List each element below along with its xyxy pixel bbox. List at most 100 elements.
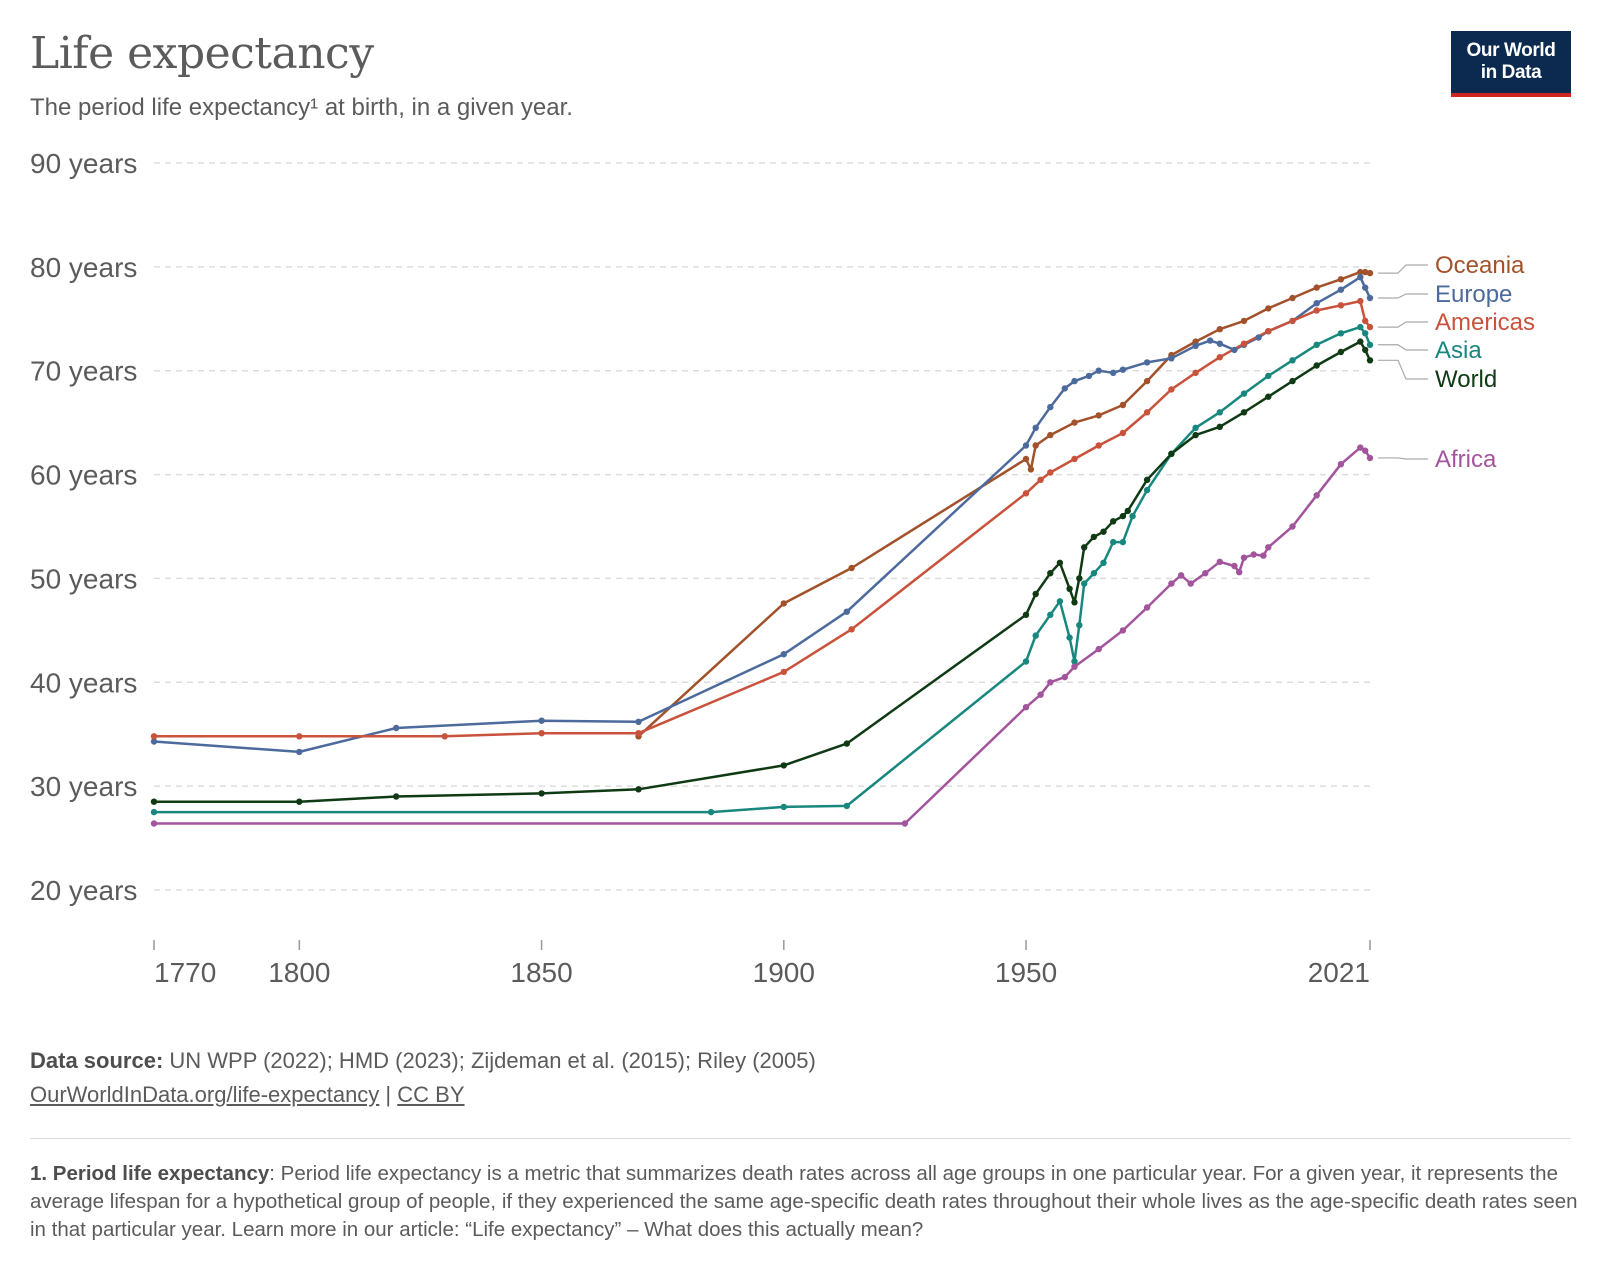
world-point	[780, 762, 787, 769]
source-link[interactable]: OurWorldInData.org/life-expectancy	[30, 1082, 380, 1107]
asia-point	[1366, 341, 1374, 348]
europe-point	[1071, 377, 1078, 385]
asia-point	[1090, 570, 1098, 577]
x-axis: 1770 1800 1850 1900 1950 2021	[153, 940, 1371, 988]
africa-point	[1231, 562, 1238, 570]
oceania-line[interactable]	[637, 270, 1371, 738]
world-label-connector	[1378, 359, 1428, 380]
africa-point	[1047, 679, 1054, 686]
europe-point	[1255, 334, 1262, 341]
world-point	[1056, 559, 1064, 566]
world-point	[393, 793, 400, 800]
africa-point	[1095, 645, 1102, 653]
series-lines	[153, 270, 1372, 825]
africa-point	[150, 820, 158, 827]
world-point	[538, 790, 545, 797]
oceania-point	[780, 600, 787, 607]
europe-point	[393, 724, 400, 732]
europe-point	[1313, 300, 1320, 307]
license-link[interactable]: CC BY	[397, 1082, 465, 1107]
series-points	[150, 268, 1374, 827]
world-point	[1032, 590, 1039, 598]
world-point	[1289, 377, 1296, 385]
world-point	[1357, 338, 1364, 345]
asia-point	[707, 808, 715, 816]
x-tick-label: 1950	[995, 957, 1057, 988]
americas-point	[635, 730, 642, 737]
world-point	[296, 798, 303, 805]
asia-point	[1047, 611, 1054, 618]
oceania-point	[1313, 284, 1320, 291]
oceania-point	[1119, 401, 1127, 409]
oceania-point	[1366, 269, 1374, 277]
africa-point	[1357, 444, 1364, 451]
world-point	[635, 786, 642, 793]
asia-point	[1081, 580, 1088, 587]
x-tick-label: 2021	[1308, 957, 1370, 988]
americas-point	[1366, 323, 1374, 331]
y-tick-label: 50 years	[30, 563, 137, 594]
europe-point	[780, 651, 787, 658]
europe-point	[1047, 403, 1054, 411]
asia-point	[1313, 341, 1320, 348]
europe-point	[1357, 274, 1364, 281]
world-point	[150, 798, 158, 805]
americas-line[interactable]	[154, 299, 1371, 738]
world-point	[1168, 450, 1175, 457]
oceania-point	[1265, 305, 1272, 312]
world-line[interactable]	[154, 340, 1372, 803]
source-label: Data source:	[30, 1048, 164, 1073]
asia-point	[1071, 658, 1078, 665]
oceania-point	[1071, 419, 1078, 426]
americas-label[interactable]: Americas	[1435, 309, 1535, 336]
africa-line[interactable]	[154, 446, 1372, 825]
africa-label[interactable]: Africa	[1435, 446, 1497, 473]
x-tick-label: 1800	[268, 957, 330, 988]
americas-point	[1022, 490, 1030, 497]
asia-point	[1129, 512, 1136, 520]
owid-logo[interactable]: Our World in Data	[1451, 31, 1571, 97]
asia-point	[1357, 323, 1364, 331]
asia-point	[1192, 424, 1199, 431]
americas-point	[780, 668, 787, 676]
y-tick-label: 90 years	[30, 148, 137, 179]
asia-point	[1066, 634, 1073, 641]
x-tick-label: 1770	[154, 957, 216, 988]
asia-label[interactable]: Asia	[1435, 337, 1482, 364]
africa-point	[1143, 604, 1151, 611]
americas-point	[1289, 317, 1296, 325]
europe-point	[1085, 372, 1093, 380]
asia-label-connector	[1378, 344, 1428, 351]
asia-point	[1032, 632, 1039, 639]
world-point	[1313, 362, 1320, 369]
europe-point	[1231, 346, 1238, 354]
oceania-label[interactable]: Oceania	[1435, 252, 1525, 279]
europe-point	[296, 748, 303, 756]
y-axis-labels: 20 years 30 years 40 years 50 years 60 years…	[30, 148, 137, 906]
americas-point	[538, 730, 545, 737]
europe-point	[1362, 284, 1369, 291]
europe-point	[1110, 369, 1117, 376]
europe-label[interactable]: Europe	[1435, 281, 1512, 308]
asia-line[interactable]	[154, 325, 1372, 814]
world-point	[1366, 357, 1374, 364]
africa-point	[1037, 691, 1044, 698]
oceania-point	[848, 564, 855, 572]
europe-label-connector	[1378, 293, 1428, 299]
americas-point	[1313, 307, 1320, 314]
europe-point	[538, 717, 545, 724]
europe-point	[1032, 424, 1039, 431]
africa-point	[1202, 570, 1209, 577]
data-source: Data source: UN WPP (2022); HMD (2023); …	[30, 1044, 816, 1112]
world-label[interactable]: World	[1435, 366, 1497, 393]
y-tick-label: 40 years	[30, 667, 137, 698]
europe-point	[1095, 367, 1102, 374]
oceania-point	[1216, 326, 1224, 333]
asia-point	[150, 808, 158, 816]
asia-point	[1240, 390, 1248, 397]
world-point	[1124, 507, 1132, 515]
asia-point	[1265, 372, 1272, 380]
world-point	[1362, 346, 1369, 354]
oceania-point	[1027, 466, 1035, 473]
europe-point	[1337, 286, 1345, 293]
